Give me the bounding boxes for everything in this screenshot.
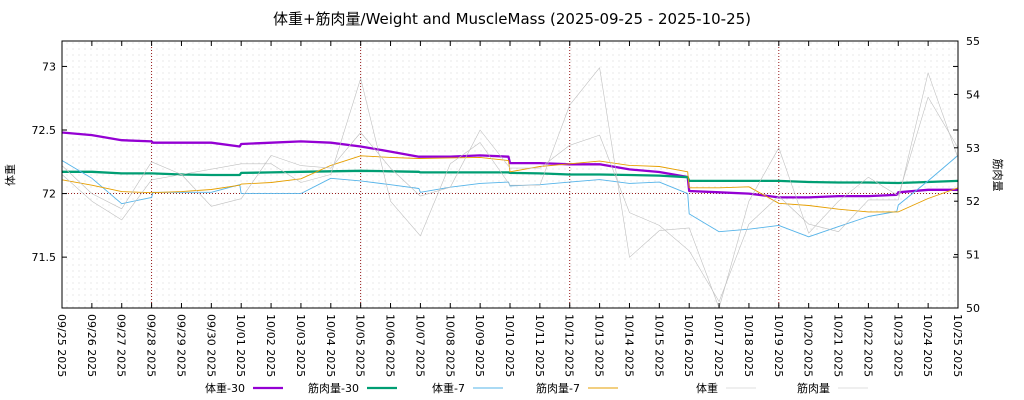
legend-label: 筋肉量 <box>797 381 830 395</box>
x-tick-label: 10/04 2025 <box>324 314 337 377</box>
y-tick-label: 71.5 <box>32 251 57 264</box>
x-tick-label: 09/29 2025 <box>174 314 187 377</box>
y2-tick-label: 55 <box>966 35 980 48</box>
y-tick-label: 72.5 <box>32 124 57 137</box>
legend-label: 筋肉量-30 <box>308 381 359 395</box>
y2-axis-label: 筋肉量 <box>991 159 1005 192</box>
legend-label: 体重-7 <box>432 381 465 395</box>
x-tick-label: 10/22 2025 <box>861 314 874 377</box>
x-tick-label: 10/08 2025 <box>443 314 456 377</box>
legend-label: 体重 <box>696 381 718 395</box>
y2-tick-label: 51 <box>966 249 980 262</box>
legend-label: 体重-30 <box>205 381 245 395</box>
legend-label: 筋肉量-7 <box>536 381 580 395</box>
series-line-筋肉量-7 <box>61 155 959 213</box>
x-tick-label: 10/11 2025 <box>533 314 546 377</box>
x-tick-label: 09/25 2025 <box>55 314 68 377</box>
x-tick-label: 10/07 2025 <box>413 314 426 377</box>
y2-tick-label: 53 <box>966 142 980 155</box>
x-tick-label: 09/30 2025 <box>204 314 217 377</box>
series-line-筋肉量-30 <box>62 169 959 185</box>
series-line-体重-7 <box>61 155 959 238</box>
x-tick-label: 10/10 2025 <box>503 314 516 377</box>
x-tick-label: 10/09 2025 <box>473 314 486 377</box>
x-tick-label: 10/15 2025 <box>652 314 665 377</box>
y-axis-label: 体重 <box>3 164 17 186</box>
y2-tick-label: 52 <box>966 195 980 208</box>
axes-layer: 71.5 72 72.5 73 50 51 52 53 54 55 09/25 2025 09/26 … <box>32 35 981 377</box>
legend: 体重-30 筋肉量-30 体重-7 筋肉量-7 体重 筋肉量 <box>205 381 868 395</box>
x-tick-label: 10/19 2025 <box>772 314 785 377</box>
x-tick-label: 10/16 2025 <box>682 314 695 377</box>
series-layer <box>61 67 959 309</box>
x-tick-label: 09/28 2025 <box>145 314 158 377</box>
series-line-体重 <box>61 72 959 302</box>
y-tick-label: 72 <box>42 188 56 201</box>
x-tick-label: 10/17 2025 <box>712 314 725 377</box>
y2-tick-label: 50 <box>966 302 980 315</box>
grid-layer <box>62 41 958 308</box>
x-tick-label: 10/03 2025 <box>294 314 307 377</box>
chart-title: 体重+筋肉量/Weight and MuscleMass (2025-09-25… <box>273 10 751 28</box>
x-tick-label: 09/26 2025 <box>85 314 98 377</box>
x-tick-label: 09/27 2025 <box>115 314 128 377</box>
x-tick-label: 10/01 2025 <box>234 314 247 377</box>
x-tick-label: 10/14 2025 <box>622 314 635 377</box>
x-tick-label: 10/18 2025 <box>742 314 755 377</box>
y2-tick-label: 54 <box>966 88 980 101</box>
x-tick-label: 10/23 2025 <box>891 314 904 377</box>
y-tick-label: 73 <box>42 60 56 73</box>
x-tick-label: 10/02 2025 <box>264 314 277 377</box>
series-line-体重-30 <box>61 131 958 199</box>
x-tick-label: 10/21 2025 <box>832 314 845 377</box>
x-tick-label: 10/13 2025 <box>593 314 606 377</box>
x-tick-label: 10/25 2025 <box>951 314 964 377</box>
x-tick-label: 10/06 2025 <box>384 314 397 377</box>
x-tick-label: 10/24 2025 <box>921 314 934 377</box>
series-line-筋肉量 <box>61 67 959 309</box>
x-tick-label: 10/12 2025 <box>563 314 576 377</box>
x-tick-label: 10/05 2025 <box>354 314 367 377</box>
x-tick-label: 10/20 2025 <box>802 314 815 377</box>
